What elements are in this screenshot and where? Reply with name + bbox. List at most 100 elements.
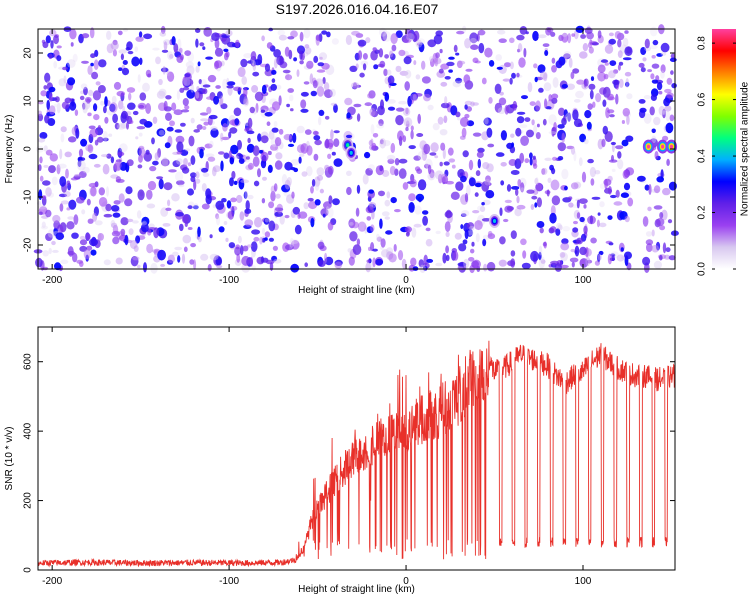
spectrogram-cell (440, 81, 448, 87)
spectrogram-cell (380, 99, 384, 110)
spectrogram-cell (206, 106, 212, 114)
spectrogram-cell (325, 206, 330, 214)
spectrogram-cell (521, 262, 531, 270)
spectrogram-cell (365, 262, 372, 273)
spectrogram-cell (39, 175, 44, 182)
spectrogram-cell (226, 85, 234, 89)
spectrogram-cell (292, 132, 297, 144)
spectrogram-cell (357, 221, 367, 232)
spectrogram-cell (561, 32, 569, 43)
spectrogram-cell (561, 132, 566, 143)
spectrogram-cell (651, 244, 660, 253)
spectrogram-cell (49, 92, 53, 102)
spectrogram-cell (529, 157, 533, 166)
spectrogram-cell (345, 34, 352, 46)
spectrogram-cell (346, 170, 352, 176)
spectrogram-cell (368, 164, 375, 171)
spectrogram-cell (322, 77, 326, 84)
spectrogram-cell (520, 187, 525, 192)
spectrogram-cell (387, 106, 396, 111)
spectrogram-cell (70, 177, 79, 181)
spectrogram-cell (94, 139, 99, 146)
spectrogram-cell (300, 143, 309, 154)
spectrogram-cell (196, 124, 203, 130)
spectrogram-cell (42, 250, 49, 257)
spectrogram-cell (477, 29, 486, 36)
spectrogram-cell (326, 31, 331, 38)
spectrogram-cell (455, 77, 463, 84)
spectrogram-cell (458, 60, 466, 65)
spectrogram-cell (552, 156, 558, 161)
spectrogram-cell (444, 76, 451, 80)
spectrogram-cell (186, 89, 196, 99)
spectrogram-cell (268, 201, 275, 209)
spectrogram-cell (403, 117, 413, 128)
spectrogram-cell (160, 67, 169, 73)
spectrogram-cell (546, 189, 550, 197)
spectrogram-cell (550, 179, 560, 191)
spectrogram-cell (421, 60, 426, 70)
spectrogram-cell (411, 227, 417, 238)
spectrogram-cell (548, 131, 557, 135)
spectrogram-cell (653, 116, 661, 126)
spectrogram-cell (333, 130, 340, 134)
spectrogram-cell (310, 186, 314, 194)
spectrogram-cell (586, 121, 592, 130)
spectrogram-cell (604, 62, 609, 66)
spectrogram-cell (266, 42, 273, 49)
spectrogram-cell (588, 46, 594, 54)
spectrogram-cell (244, 190, 248, 199)
spectrogram-cell (199, 112, 209, 116)
spectrogram-cell (405, 107, 409, 115)
spectrogram-cell (243, 53, 253, 59)
spectrogram-cell (364, 151, 371, 159)
spectrogram-cell (413, 93, 423, 97)
colorbar-tick-label: 0.4 (697, 149, 708, 163)
spectrogram-cell (640, 67, 646, 73)
spectrogram-cell (237, 66, 246, 78)
spectrogram-cell (317, 62, 325, 67)
spectrogram-cell (402, 182, 409, 190)
spectrogram-cell (190, 83, 195, 93)
spectrogram-cell (382, 170, 390, 177)
spectrogram-cell (378, 48, 384, 58)
spectrogram-cell (497, 107, 506, 115)
spectrogram-cell (588, 83, 596, 90)
spectrogram-cell (270, 190, 276, 202)
spectrogram-cell (484, 117, 489, 125)
spectrogram-cell (517, 48, 521, 53)
spectrogram-cell (78, 148, 84, 158)
spectrogram-cell (245, 156, 250, 160)
spectrogram-cell (128, 228, 134, 236)
spectrogram-cell (621, 139, 629, 147)
spectrogram-cell (80, 138, 88, 147)
spectrogram-cell (178, 47, 183, 53)
spectrogram-cell (524, 117, 531, 122)
spectrogram-cell (397, 250, 404, 261)
spectrogram-cell (603, 73, 609, 80)
spectrogram-cell (523, 47, 527, 58)
spectrogram-cell (611, 168, 616, 172)
spectrogram-cell (274, 137, 282, 147)
spectrogram-cell (183, 77, 191, 86)
spectrogram-cell (98, 197, 108, 207)
spectrogram-cell (536, 123, 540, 128)
spectrogram-cell (579, 216, 585, 223)
spectrogram-cell (561, 168, 569, 180)
spectrogram-cell (517, 43, 523, 52)
spectrogram-cell (132, 256, 140, 261)
spectrogram-cell (322, 213, 326, 218)
spectrogram-cell (356, 184, 361, 194)
spectrogram-cell (571, 261, 575, 268)
spectrogram-cell (67, 77, 76, 86)
spectrogram-cell (417, 38, 425, 45)
spectrogram-cell (285, 244, 294, 251)
spectrogram-cell (386, 69, 392, 76)
spectrogram-cell (261, 198, 266, 204)
spectrogram-cell (179, 54, 184, 61)
spectrogram-cell (511, 142, 515, 148)
spectrogram-cell (460, 175, 467, 183)
spectrogram-cell (87, 218, 94, 224)
spectrogram-cell (423, 254, 428, 266)
spectrogram-cell (160, 263, 166, 267)
